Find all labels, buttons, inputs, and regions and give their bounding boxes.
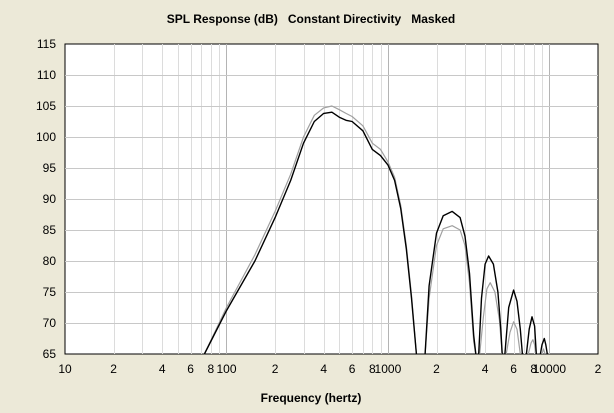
- x-tick-label: 8: [530, 362, 537, 376]
- x-tick-label: 6: [187, 362, 194, 376]
- y-tick-label: 100: [36, 130, 56, 144]
- y-tick-labels: 65 70 75 80 85 90 95 100 105 110 115: [36, 37, 56, 361]
- x-tick-label: 10: [58, 362, 72, 376]
- chart-title: SPL Response (dB) Constant Directivity M…: [167, 12, 456, 26]
- series-line: [203, 105, 546, 355]
- x-tick-label: 2: [433, 362, 440, 376]
- y-tick-label: 80: [43, 254, 57, 268]
- y-tick-label: 75: [43, 285, 57, 299]
- x-tick-label: 8: [207, 362, 214, 376]
- series-line: [203, 111, 548, 355]
- y-tick-label: 110: [37, 68, 56, 82]
- y-tick-label: 115: [37, 37, 56, 51]
- x-tick-label: 2: [595, 362, 602, 376]
- y-tick-label: 105: [36, 99, 56, 113]
- x-tick-label: 4: [482, 362, 489, 376]
- x-tick-label: 2: [110, 362, 117, 376]
- x-tick-label: 8: [369, 362, 376, 376]
- x-tick-label: 4: [320, 362, 327, 376]
- x-tick-label: 4: [159, 362, 166, 376]
- x-tick-label: 6: [510, 362, 517, 376]
- series-lines: [203, 105, 548, 355]
- x-tick-label: 2: [272, 362, 279, 376]
- y-tick-label: 70: [43, 316, 57, 330]
- x-tick-label: 1000: [375, 362, 402, 376]
- y-tick-label: 65: [43, 347, 57, 361]
- y-tick-label: 90: [43, 192, 57, 206]
- x-tick-label: 100: [216, 362, 236, 376]
- y-tick-label: 95: [43, 161, 57, 175]
- x-axis-label: Frequency (hertz): [261, 391, 362, 405]
- x-tick-label: 6: [349, 362, 356, 376]
- y-tick-label: 85: [43, 223, 57, 237]
- x-tick-label: 10000: [533, 362, 567, 376]
